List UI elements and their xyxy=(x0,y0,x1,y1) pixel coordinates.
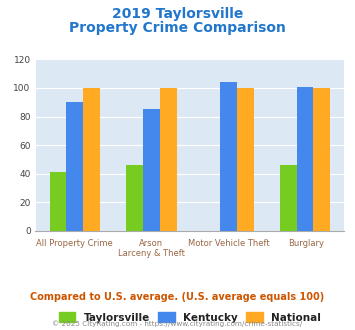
Bar xyxy=(160,88,177,231)
Bar xyxy=(237,88,253,231)
Bar xyxy=(280,165,296,231)
Bar xyxy=(296,86,313,231)
Bar xyxy=(143,110,160,231)
Text: © 2025 CityRating.com - https://www.cityrating.com/crime-statistics/: © 2025 CityRating.com - https://www.city… xyxy=(53,321,302,327)
Text: Larceny & Theft: Larceny & Theft xyxy=(118,249,185,258)
Bar xyxy=(220,82,237,231)
Text: Compared to U.S. average. (U.S. average equals 100): Compared to U.S. average. (U.S. average … xyxy=(31,292,324,302)
Text: Motor Vehicle Theft: Motor Vehicle Theft xyxy=(188,239,269,248)
Bar xyxy=(126,165,143,231)
Text: 2019 Taylorsville: 2019 Taylorsville xyxy=(112,7,243,20)
Text: Property Crime Comparison: Property Crime Comparison xyxy=(69,21,286,35)
Bar xyxy=(50,172,66,231)
Bar xyxy=(83,88,100,231)
Bar xyxy=(313,88,330,231)
Text: All Property Crime: All Property Crime xyxy=(36,239,113,248)
Legend: Taylorsville, Kentucky, National: Taylorsville, Kentucky, National xyxy=(54,308,326,327)
Text: Burglary: Burglary xyxy=(288,239,324,248)
Text: Arson: Arson xyxy=(139,239,163,248)
Bar xyxy=(66,102,83,231)
